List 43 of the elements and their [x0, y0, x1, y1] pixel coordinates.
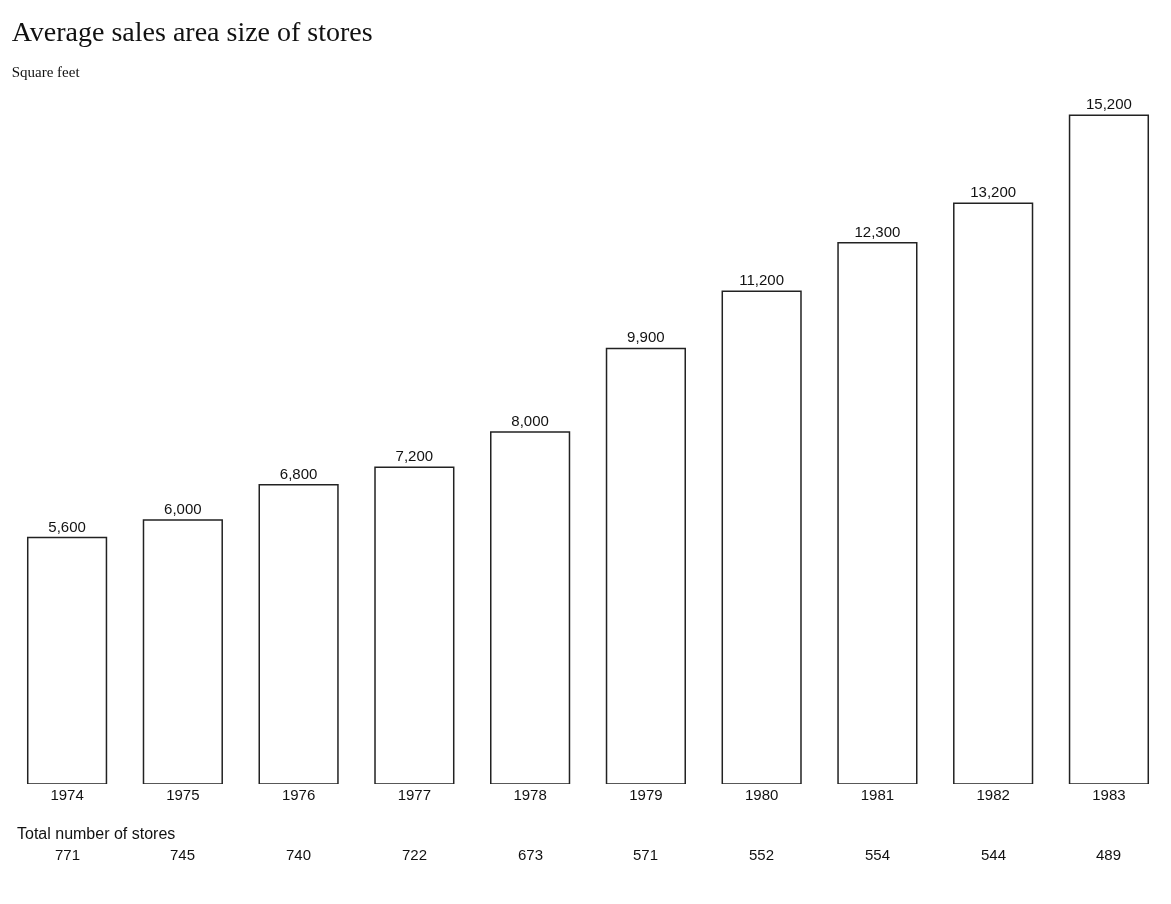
bar [837, 242, 918, 784]
text: 552 [749, 846, 775, 863]
text: 722 [402, 846, 428, 863]
bar [1068, 114, 1150, 784]
x-tick-label: 1980 [744, 786, 779, 803]
data-label: 13,200 [970, 183, 1017, 201]
bar [374, 466, 455, 784]
bar [26, 536, 108, 784]
x-tick-label: 1982 [976, 786, 1010, 803]
text: 673 [518, 846, 544, 863]
data-label: 7,200 [395, 447, 434, 465]
x-tick-label: 1975 [166, 786, 200, 803]
x-tick-label: 1983 [1092, 786, 1126, 803]
data-label: 5,600 [48, 517, 86, 535]
chart-title: Average sales area size of stores [11, 15, 373, 47]
bar [490, 431, 571, 784]
text: 740 [286, 846, 312, 863]
data-label: 8,000 [511, 412, 549, 429]
bar [258, 484, 339, 784]
chart-subtitle: Square feet [11, 64, 81, 81]
x-tick-label: 1974 [50, 786, 84, 803]
text: 554 [865, 846, 891, 863]
data-label: 11,200 [739, 271, 785, 289]
data-label: 6,000 [164, 500, 202, 517]
text: 571 [633, 846, 659, 863]
x-tick-label: 1979 [629, 786, 663, 803]
x-tick-label: 1976 [281, 786, 316, 803]
x-tick-label: 1978 [513, 786, 547, 803]
text: Total number of stores [17, 825, 176, 842]
text: 745 [170, 846, 196, 863]
bar [142, 519, 223, 784]
bar [953, 202, 1034, 784]
text: 544 [981, 846, 1007, 863]
x-tick-label: 1977 [397, 786, 432, 803]
bar [721, 290, 802, 784]
x-tick-label: 1981 [860, 786, 895, 803]
data-label: 12,300 [854, 222, 901, 240]
data-label: 6,800 [279, 464, 318, 482]
text: 771 [55, 846, 81, 863]
bar [605, 347, 686, 784]
text: 489 [1096, 846, 1122, 863]
data-label: 15,200 [1085, 95, 1132, 113]
data-label: 9,900 [627, 328, 665, 346]
